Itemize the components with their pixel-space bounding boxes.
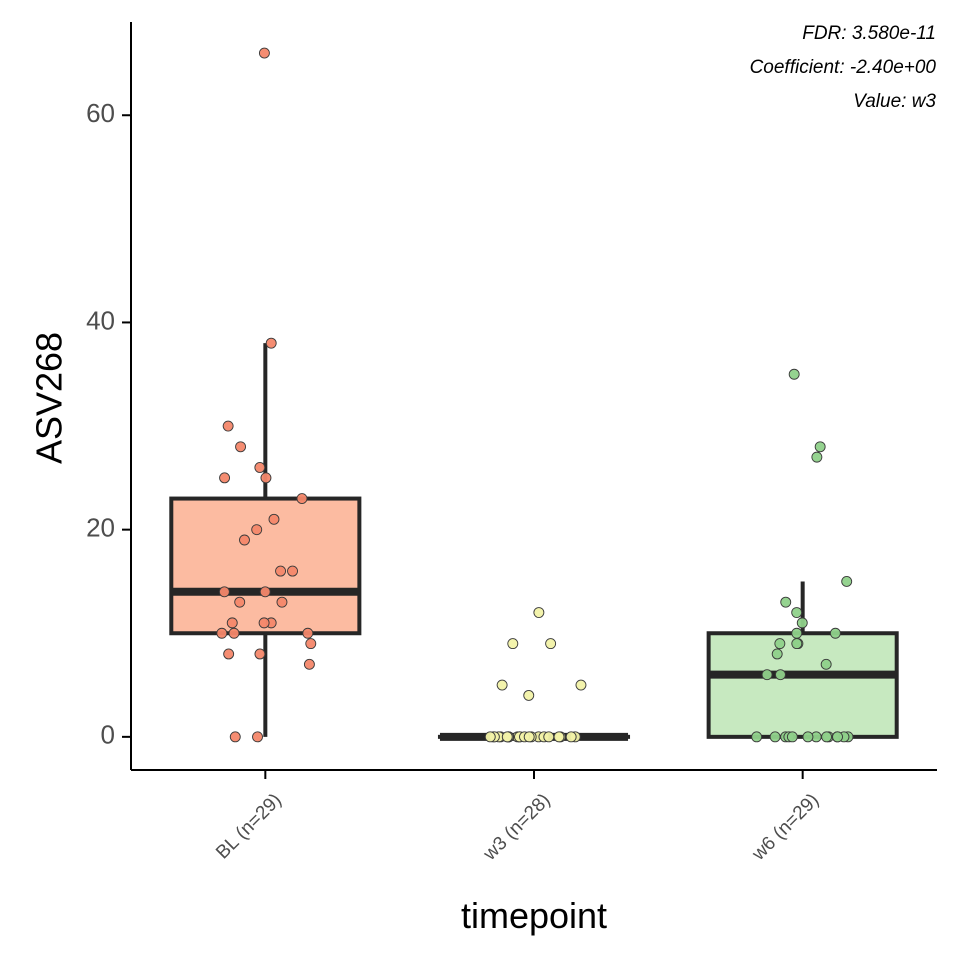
data-point	[234, 596, 246, 608]
data-point	[821, 731, 833, 743]
data-point	[235, 441, 247, 453]
data-point	[780, 596, 792, 608]
data-point	[251, 524, 263, 536]
data-point	[751, 731, 763, 743]
data-point	[507, 638, 519, 650]
data-point	[791, 627, 803, 639]
data-point	[565, 731, 577, 743]
y-tick-label: 40	[86, 305, 115, 335]
data-point	[218, 586, 230, 598]
data-point	[820, 658, 832, 670]
data-point	[216, 627, 228, 639]
data-point	[771, 648, 783, 660]
data-point	[769, 731, 781, 743]
data-point	[302, 627, 314, 639]
data-point	[275, 565, 287, 577]
data-point	[533, 607, 545, 618]
box-iqr	[169, 496, 362, 636]
data-point	[223, 648, 235, 660]
data-point	[523, 731, 535, 743]
data-point	[496, 679, 508, 691]
data-point	[265, 337, 277, 349]
data-point	[791, 638, 803, 650]
data-point	[258, 47, 270, 59]
data-point	[276, 596, 288, 608]
annotation-coefficient: Coefficient: -2.40e+00	[750, 57, 937, 78]
data-point	[501, 731, 513, 743]
data-point	[545, 638, 557, 650]
data-point	[254, 462, 266, 473]
data-point	[303, 658, 315, 670]
data-point	[788, 368, 800, 380]
data-point	[222, 420, 234, 432]
data-point	[553, 731, 565, 743]
data-point	[287, 565, 298, 577]
boxes-layer	[169, 343, 899, 741]
points-layer	[216, 47, 854, 743]
data-point	[575, 679, 587, 691]
y-ticks: 0 20 40 60	[86, 98, 131, 750]
x-category-label: w3 (n=28)	[479, 790, 555, 866]
data-point	[268, 513, 280, 525]
data-point	[254, 648, 266, 660]
data-point	[239, 534, 250, 546]
x-axis-title: timepoint	[461, 895, 607, 936]
data-point	[796, 617, 808, 629]
data-point	[814, 441, 826, 453]
data-point	[791, 607, 803, 618]
x-category-label: w6 (n=29)	[748, 790, 824, 866]
x-category-label: BL (n=29)	[212, 790, 286, 864]
data-point	[786, 731, 798, 743]
data-point	[775, 669, 786, 681]
data-point	[829, 627, 841, 639]
data-point	[258, 617, 270, 629]
y-axis-title: ASV268	[29, 332, 70, 464]
y-tick-label: 60	[86, 98, 115, 128]
data-point	[228, 627, 240, 639]
data-point	[252, 731, 263, 743]
data-point	[761, 669, 773, 681]
y-tick-label: 0	[101, 720, 115, 750]
data-point	[811, 451, 823, 463]
data-point	[484, 731, 496, 743]
data-point	[260, 472, 272, 484]
data-point	[832, 731, 843, 743]
data-point	[259, 586, 271, 598]
data-point	[523, 689, 535, 701]
annotation-value: Value: w3	[853, 91, 936, 112]
x-ticks: BL (n=29) w3 (n=28) w6 (n=29)	[212, 770, 823, 865]
data-point	[305, 638, 317, 650]
data-point	[229, 731, 241, 743]
data-point	[802, 731, 814, 743]
data-point	[841, 575, 853, 587]
data-point	[543, 731, 555, 743]
data-point	[774, 638, 786, 650]
data-point	[219, 472, 231, 484]
box-iqr	[706, 631, 899, 739]
data-point	[296, 493, 308, 505]
y-tick-label: 20	[86, 513, 115, 543]
data-point	[226, 617, 238, 629]
annotation-fdr: FDR: 3.580e-11	[802, 23, 936, 44]
